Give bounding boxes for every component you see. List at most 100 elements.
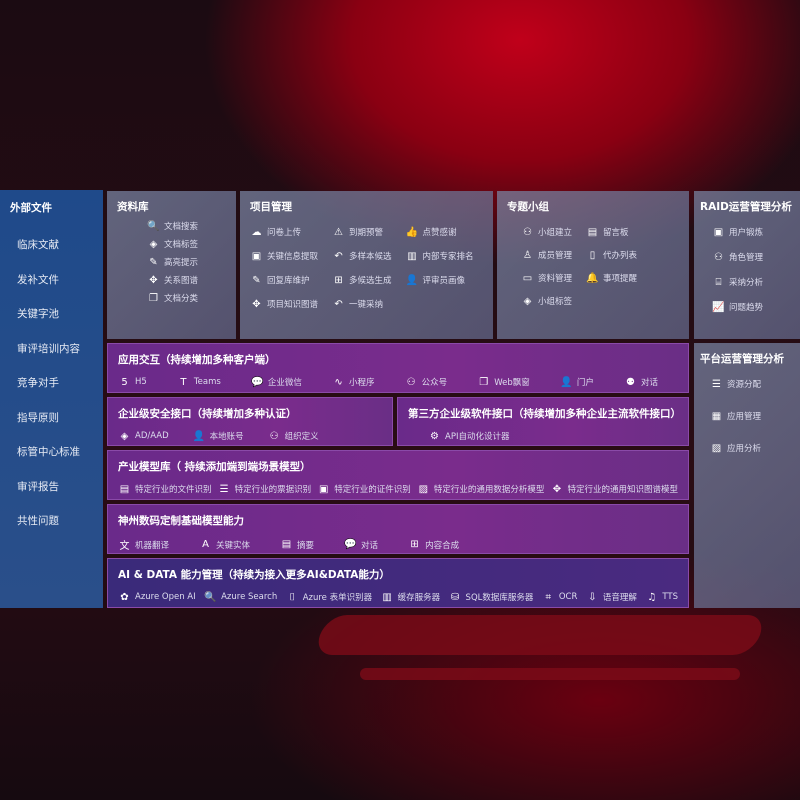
portal-item[interactable]: 👤 门户 bbox=[560, 376, 594, 389]
alarm-item[interactable]: ⚠ 到期预警 bbox=[332, 226, 392, 239]
compose-item[interactable]: ⊞ 内容合成 bbox=[408, 537, 459, 552]
cache-server-item[interactable]: ▥ 缓存服务器 bbox=[381, 591, 440, 604]
miniprogram-item[interactable]: ∿ 小程序 bbox=[332, 376, 374, 389]
panel-title: 第三方企业级软件接口（持续增加多种企业主流软件接口） bbox=[408, 408, 681, 420]
list-item[interactable]: 竞争对手 bbox=[17, 377, 59, 389]
tag-icon: ◈ bbox=[523, 295, 532, 307]
library-panel: 资料库 🔍 文档搜索 ◈ 文档标签 ✎ 高亮提示 ✥ 关系图谱 ❐ 文档分类 bbox=[107, 191, 236, 339]
qa-item[interactable]: ⌸ 采纳分析 bbox=[712, 276, 764, 289]
html5-item[interactable]: 5 H5 bbox=[118, 376, 147, 388]
wecom-item[interactable]: 💬 企业微信 bbox=[251, 376, 302, 389]
list-item[interactable]: 关键字池 bbox=[17, 308, 59, 320]
ranking-item[interactable]: ▥ 内部专家排名 bbox=[406, 250, 473, 263]
panel-title: 企业级安全接口（持续增加多种认证） bbox=[118, 408, 297, 420]
form-recognizer-item[interactable]: ⌷ Azure 表单识别器 bbox=[286, 591, 372, 604]
item-label: 特定行业的文件识别 bbox=[135, 485, 212, 495]
summary-item[interactable]: ▤ 摘要 bbox=[280, 537, 314, 552]
receipt-item[interactable]: ☰ 特定行业的票据识别 bbox=[218, 483, 312, 496]
openai-item[interactable]: ✿ Azure Open AI bbox=[118, 591, 195, 603]
compose-icon: ⊞ bbox=[410, 539, 419, 550]
entity-item[interactable]: A 关键实体 bbox=[199, 537, 250, 552]
extract-icon: ▣ bbox=[251, 250, 262, 262]
ocr-item[interactable]: ⌗ OCR bbox=[542, 591, 578, 603]
checklist-item[interactable]: ☰ 资源分配 bbox=[710, 378, 761, 391]
folder-item[interactable]: ▭ 资料管理 bbox=[521, 272, 572, 285]
ad-icon: ◈ bbox=[120, 430, 129, 442]
item-label: 文档标签 bbox=[164, 240, 199, 250]
ranking-icon: ▥ bbox=[407, 250, 417, 262]
document-search-item[interactable]: 🔍 文档搜索 bbox=[147, 220, 198, 233]
official-account-item[interactable]: ⚇ 公众号 bbox=[405, 376, 448, 389]
pen-item[interactable]: ✎ 高亮提示 bbox=[147, 256, 198, 269]
list-item[interactable]: 审评报告 bbox=[17, 480, 59, 493]
sql-icon: ⛁ bbox=[450, 591, 460, 603]
trend-item[interactable]: 📈 问题趋势 bbox=[712, 301, 763, 314]
puzzle-icon: ⊞ bbox=[334, 274, 343, 286]
chart-item[interactable]: ▨ 特定行业的通用数据分析模型 bbox=[417, 483, 545, 496]
member-icon: ♙ bbox=[523, 249, 532, 261]
topic-group-panel: 专题小组 ⚇ 小组建立 ▤ 留言板 ♙ 成员管理 ▯ 代办列表 ▭ 资料管理 🔔 事项提醒 ◈ 小组标签 bbox=[497, 191, 689, 339]
speech-item[interactable]: ⇩ 语音理解 bbox=[586, 591, 637, 604]
tts-item[interactable]: ♫ TTS bbox=[645, 591, 678, 603]
cloud-upload-item[interactable]: ☁ 问卷上传 bbox=[250, 226, 318, 239]
graph-item[interactable]: ✥ 特定行业的通用知识图谱模型 bbox=[550, 483, 678, 496]
speech-icon: ⇩ bbox=[588, 591, 597, 603]
chat-item[interactable]: ⚉ 对话 bbox=[624, 376, 658, 389]
window-item[interactable]: ❐ Web飘窗 bbox=[477, 376, 530, 389]
item-label: 关键实体 bbox=[216, 540, 251, 551]
list-item[interactable]: 临床文献 bbox=[17, 239, 59, 251]
list-item[interactable]: 共性问题 bbox=[17, 515, 59, 527]
item-label: Azure Search bbox=[221, 592, 278, 602]
translate-item[interactable]: 文机器翻译 bbox=[118, 537, 170, 553]
thumbs-up-item[interactable]: 👍 点赞感谢 bbox=[406, 226, 474, 239]
member-item[interactable]: ♙ 成员管理 bbox=[521, 249, 572, 262]
analysis-item[interactable]: ▨ 应用分析 bbox=[710, 442, 761, 455]
api-gear-item[interactable]: ⚙ API自动化设计器 bbox=[428, 430, 509, 443]
id-card-item[interactable]: ▣ 特定行业的证件识别 bbox=[317, 483, 411, 496]
panel-title: 外部文件 bbox=[10, 202, 52, 214]
documents-item[interactable]: ❐ 文档分类 bbox=[147, 292, 198, 305]
clipboard-item[interactable]: ▯ 代办列表 bbox=[586, 249, 637, 262]
search-item[interactable]: 🔍 Azure Search bbox=[204, 591, 277, 603]
item-label: 企业微信 bbox=[267, 378, 302, 388]
list-item[interactable]: 审评培训内容 bbox=[17, 342, 80, 355]
list-item[interactable]: 指导原则 bbox=[17, 411, 59, 424]
item-label: 事项提醒 bbox=[603, 274, 638, 284]
extract-item[interactable]: ▣ 关键信息提取 bbox=[250, 250, 318, 263]
tag-item[interactable]: ◈ 小组标签 bbox=[521, 295, 572, 308]
org-item[interactable]: ⚇ 组织定义 bbox=[268, 430, 319, 443]
bbs-item[interactable]: ▤ 留言板 bbox=[586, 226, 637, 239]
teams-item[interactable]: T Teams bbox=[177, 376, 220, 388]
chat-icon: 💬 bbox=[344, 539, 357, 550]
item-grid: ☰ 资源分配 ▦ 应用管理 ▨ 应用分析 bbox=[700, 378, 794, 455]
puzzle-item[interactable]: ⊞ 多候选生成 bbox=[332, 274, 391, 287]
file-item[interactable]: ▤ 特定行业的文件识别 bbox=[118, 483, 212, 496]
list-item[interactable]: 标管中心标准 bbox=[17, 446, 80, 458]
list-item[interactable]: 发补文件 bbox=[17, 273, 59, 286]
tag-item[interactable]: ◈ 文档标签 bbox=[147, 238, 199, 251]
users-item[interactable]: ⚇ 小组建立 bbox=[521, 226, 572, 239]
users-icon: ⚇ bbox=[714, 251, 723, 263]
id-card-item[interactable]: ▣ 用户锻炼 bbox=[712, 226, 763, 239]
sql-item[interactable]: ⛁ SQL数据库服务器 bbox=[449, 591, 534, 604]
receipt-icon: ☰ bbox=[219, 483, 229, 495]
teams-icon: T bbox=[180, 376, 187, 388]
bell-item[interactable]: 🔔 事项提醒 bbox=[586, 272, 638, 285]
graph-item[interactable]: ✥ 关系图谱 bbox=[147, 274, 198, 287]
user-item[interactable]: 👤 评审员画像 bbox=[406, 274, 474, 287]
ad-item[interactable]: ◈ AD/AAD bbox=[118, 430, 169, 442]
id-card-icon: ▣ bbox=[318, 483, 329, 495]
translate-icon: 文 bbox=[119, 541, 130, 552]
reply-item[interactable]: ↶ 多样本候选 bbox=[332, 250, 391, 263]
users-item[interactable]: ⚇ 角色管理 bbox=[712, 251, 763, 264]
reply-item[interactable]: ↶ 一键采纳 bbox=[332, 298, 392, 311]
miniprogram-icon: ∿ bbox=[334, 376, 343, 388]
edit-item[interactable]: ✎ 回复库维护 bbox=[250, 274, 318, 287]
graph-item[interactable]: ✥ 项目知识图谱 bbox=[250, 298, 318, 311]
item-label: 语音理解 bbox=[602, 593, 637, 603]
local-account-item[interactable]: 👤 本地账号 bbox=[193, 430, 244, 443]
app-interaction-panel: 应用交互（持续增加多种客户端） 5 H5 T Teams 💬 企业微信 ∿ 小程序 ⚇ 公众号 ❐ We… bbox=[107, 343, 689, 393]
apps-item[interactable]: ▦ 应用管理 bbox=[710, 410, 761, 423]
chat-item[interactable]: 💬 对话 bbox=[344, 537, 378, 552]
apps-icon: ▦ bbox=[711, 410, 722, 422]
